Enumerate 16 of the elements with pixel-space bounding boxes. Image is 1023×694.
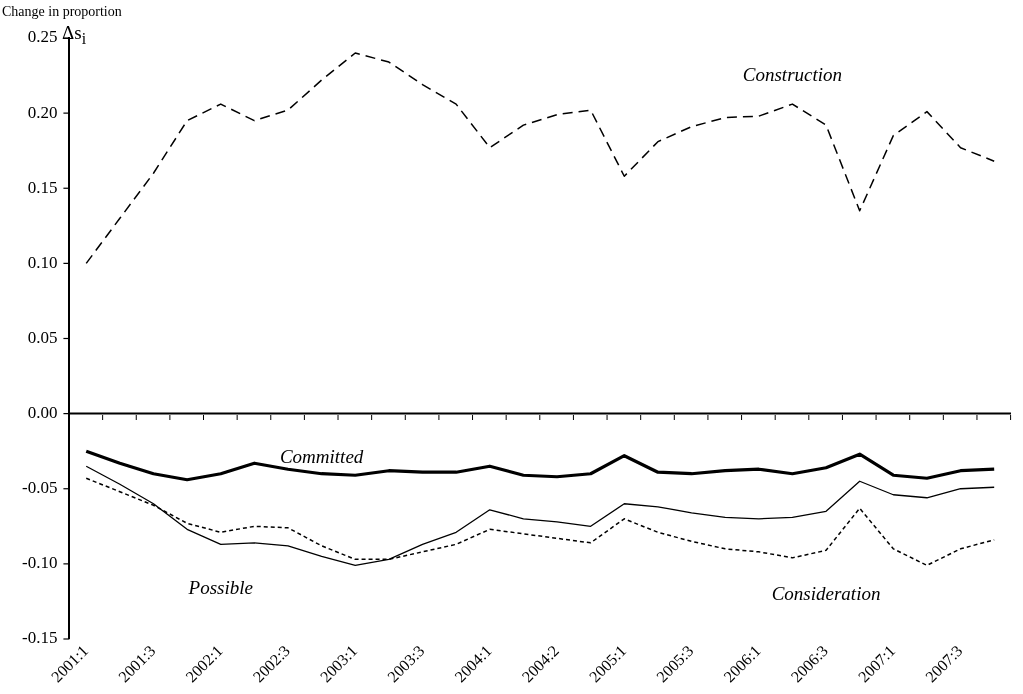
y-tick-label: 0.15 <box>27 177 58 197</box>
series-label: Committed <box>279 445 364 467</box>
y-axis-title: Change in proportion <box>2 4 122 20</box>
y-tick-label: 0.25 <box>27 27 58 47</box>
annotation: Δs$_{i}$ <box>62 22 87 48</box>
y-tick-label: 0.10 <box>27 252 58 272</box>
y-tick-label: 0.00 <box>27 403 58 423</box>
y-tick-label: -0.15 <box>21 628 58 648</box>
series-label: Consideration <box>771 583 881 605</box>
series-label: Possible <box>187 577 253 599</box>
y-tick-label: 0.20 <box>27 102 58 122</box>
y-tick-label: -0.05 <box>21 478 58 498</box>
y-tick-label: 0.05 <box>27 327 58 347</box>
y-tick-label: -0.10 <box>21 553 58 573</box>
line-series <box>85 52 995 265</box>
series-label: Construction <box>742 64 843 86</box>
